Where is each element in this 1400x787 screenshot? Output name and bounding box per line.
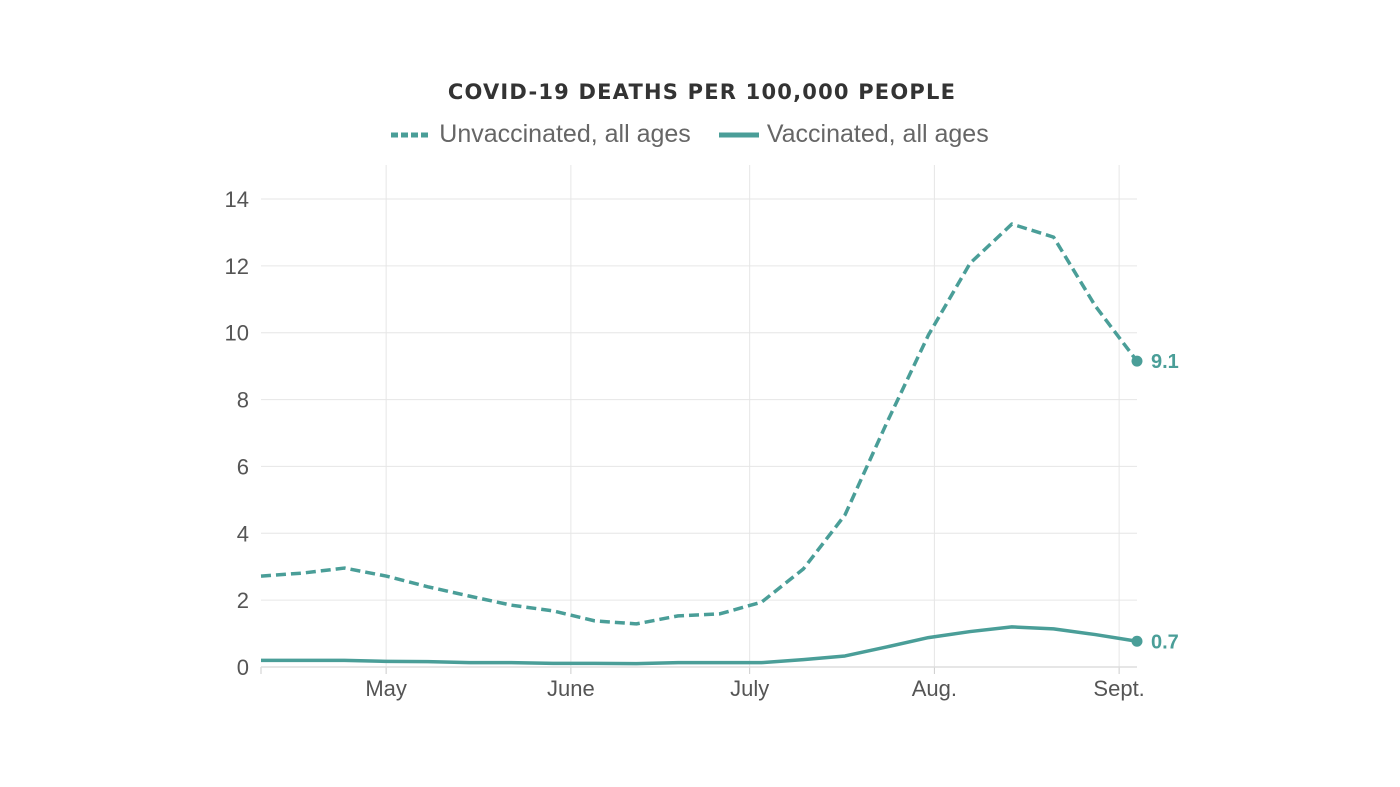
x-tick-label: May xyxy=(365,676,407,701)
legend-item-unvaccinated: Unvaccinated, all ages xyxy=(391,120,691,149)
legend: Unvaccinated, all ages Vaccinated, all a… xyxy=(0,120,1380,149)
y-tick-label: 12 xyxy=(225,254,249,279)
series-line-unvaccinated xyxy=(260,222,1139,626)
y-tick-label: 10 xyxy=(225,321,249,346)
solid-line-swatch-icon xyxy=(718,132,759,137)
y-tick-label: 6 xyxy=(237,454,249,479)
dashed-line-swatch-icon xyxy=(391,132,432,137)
x-tick-label: Aug. xyxy=(912,676,957,701)
x-tick-label: July xyxy=(730,676,769,701)
end-value-label: 9.1 xyxy=(1151,351,1179,373)
end-value-label: 0.7 xyxy=(1151,631,1179,653)
y-tick-label: 0 xyxy=(237,655,249,680)
y-tick-label: 4 xyxy=(237,521,249,546)
legend-label-vaccinated: Vaccinated, all ages xyxy=(766,120,989,148)
y-tick-label: 14 xyxy=(225,187,249,212)
x-tick-label: June xyxy=(547,676,595,701)
x-tick-label: Sept. xyxy=(1093,676,1144,701)
chart-title: COVID-19 DEATHS PER 100,000 PEOPLE xyxy=(447,80,957,104)
y-tick-label: 8 xyxy=(237,388,249,413)
y-tick-label: 2 xyxy=(237,588,249,613)
end-point-marker xyxy=(1131,635,1143,647)
end-point-marker xyxy=(1131,355,1143,367)
legend-item-vaccinated: Vaccinated, all ages xyxy=(718,120,989,149)
series-line-vaccinated xyxy=(261,625,1138,666)
legend-label-unvaccinated: Unvaccinated, all ages xyxy=(439,120,691,148)
